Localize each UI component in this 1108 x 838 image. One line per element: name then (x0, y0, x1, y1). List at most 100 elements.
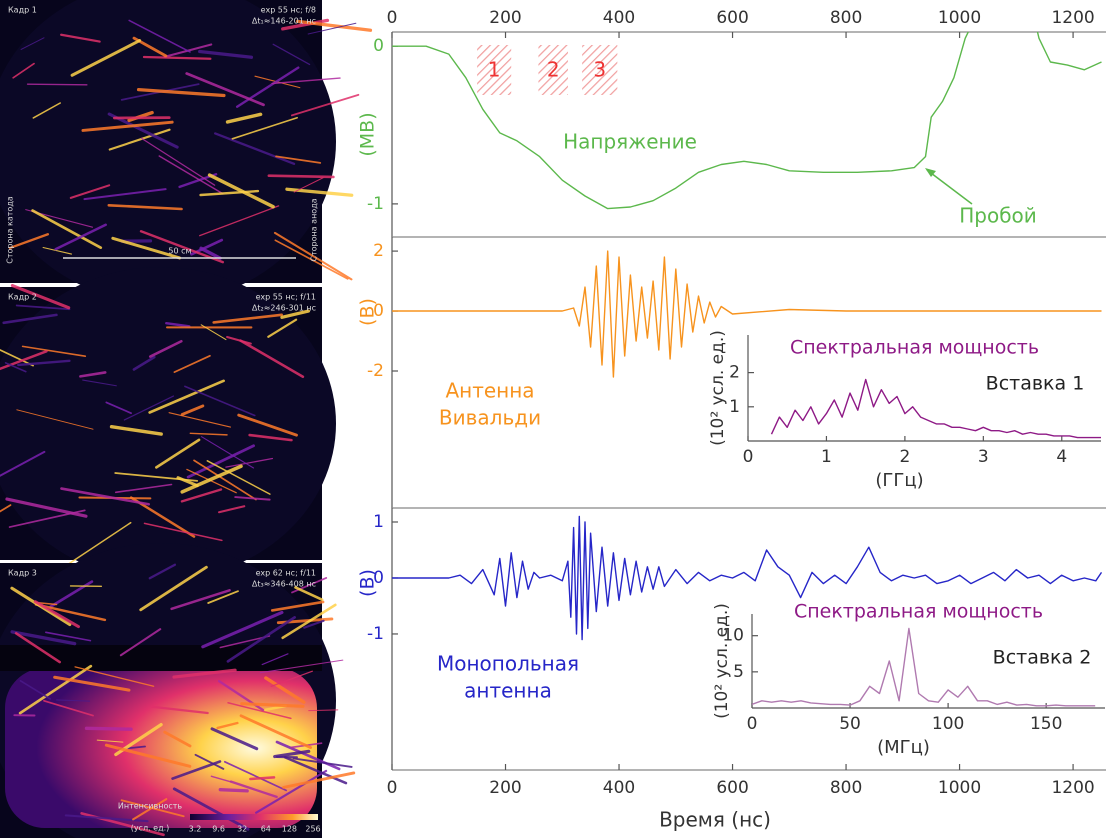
streak (60, 487, 151, 506)
series-line (392, 515, 1103, 641)
frame-glow (5, 668, 317, 828)
streak (248, 433, 293, 442)
streak (281, 603, 337, 640)
streak (185, 72, 265, 107)
streak (308, 709, 339, 712)
region-label: 1 (488, 58, 501, 82)
x-tick-label: 1 (821, 447, 832, 467)
streak (56, 699, 91, 702)
streak (19, 680, 51, 700)
panel: 1 2 3 -1 00 200 400 600 800 1000 1200 (МВ) (357, 8, 1106, 238)
y-tick-label: 2 (729, 363, 740, 383)
y-tick-label: 10 (722, 626, 744, 646)
curve-label: антенна (464, 679, 552, 703)
streak (10, 630, 77, 646)
frame-chamber (0, 0, 336, 303)
streak (158, 155, 224, 195)
streak (226, 616, 296, 663)
streak (42, 246, 73, 255)
streak (64, 814, 149, 823)
x-tick-label: 0 (743, 447, 754, 467)
streak (171, 760, 222, 780)
streak (281, 18, 330, 31)
streak (143, 522, 223, 542)
colorbar-tick: 3.2 (189, 825, 202, 834)
streak (45, 631, 92, 642)
cathode-label: Сторона катода (6, 196, 15, 264)
plots: 1 2 3-100 200 400 600 800 1000 1200(МВ)-202(В)12… (357, 8, 1106, 832)
streak (199, 189, 260, 197)
frame-title: Кадр 2 (8, 293, 37, 302)
streak (66, 521, 132, 566)
streak (114, 483, 173, 494)
streak (200, 436, 255, 469)
streak (53, 675, 131, 692)
colorbar-tick: 128 (282, 825, 297, 834)
streak (180, 404, 205, 416)
annotation-arrow (926, 169, 973, 205)
x-tick-label: 1000 (938, 8, 981, 28)
streak (218, 788, 249, 793)
streak (119, 628, 162, 657)
streak (229, 780, 278, 799)
streak (255, 769, 328, 814)
streak (290, 93, 360, 117)
streak (148, 563, 177, 580)
anode-label: Сторона анода (310, 198, 319, 261)
y-tick-label: 1 (729, 397, 740, 417)
x-tick-label: 100 (932, 714, 964, 734)
streak (168, 412, 231, 428)
frame-exposure: exp 55 нс; f/8 (261, 6, 316, 15)
streak (271, 77, 341, 85)
streak (239, 339, 305, 379)
region (538, 45, 568, 95)
annotation: Пробой (959, 204, 1037, 228)
streak (33, 600, 80, 629)
streak (237, 413, 298, 437)
streak (240, 702, 305, 708)
frame-interval: Δt₁≈146-201 нс (252, 17, 316, 26)
streak (210, 775, 232, 783)
streak (82, 379, 117, 387)
colorbar-tick: 32 (237, 825, 247, 834)
streak (180, 488, 223, 503)
curve-label: Напряжение (563, 130, 697, 154)
streak (267, 174, 335, 179)
streak (96, 739, 124, 743)
streak (107, 112, 179, 149)
streak (280, 309, 311, 319)
inset-title: Спектральная мощность (794, 601, 1043, 623)
streak (231, 116, 298, 140)
y-tick-label: 2 (373, 241, 384, 261)
x-tick-label: 0 (387, 8, 398, 28)
colorbar-title: Интенсивность (118, 802, 183, 811)
streak (217, 505, 246, 514)
streak (15, 304, 71, 311)
streak (226, 335, 252, 345)
streak (194, 753, 225, 770)
x-tick-label: 150 (1030, 714, 1062, 734)
y-axis-label: (МВ) (357, 112, 379, 156)
streak (128, 19, 191, 53)
streak (150, 705, 209, 715)
streak (307, 22, 357, 35)
x-tick-label: 600 (716, 8, 748, 28)
streak (199, 205, 280, 237)
x-tick-label: 4 (1056, 447, 1067, 467)
streak (173, 354, 211, 374)
frame-chamber (0, 267, 336, 580)
streak (275, 755, 298, 759)
series-line (392, 250, 1102, 378)
x-axis-label: (МГц) (877, 737, 930, 758)
streak (210, 727, 259, 751)
streak (123, 395, 175, 421)
streak (274, 239, 349, 280)
streak (172, 787, 250, 831)
x-tick-label: 2 (899, 447, 910, 467)
scale-label: 50 см (168, 247, 191, 256)
streak (189, 432, 228, 436)
streak (296, 19, 373, 32)
